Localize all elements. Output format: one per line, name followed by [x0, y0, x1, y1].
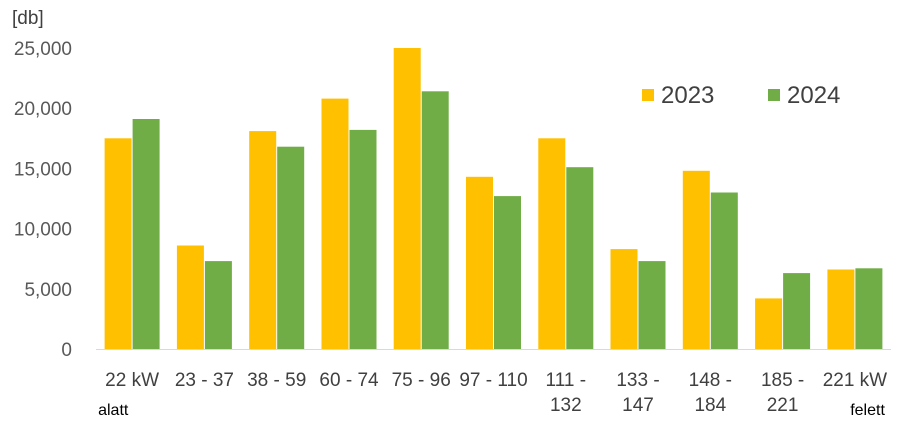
x-category-label-line2: felett — [850, 402, 885, 419]
x-category-label: 22 kW — [105, 370, 159, 391]
x-category-label: 38 - 59 — [247, 370, 306, 391]
y-tick-label: 15,000 — [14, 159, 72, 180]
bar-2024 — [566, 167, 594, 349]
y-tick-label: 10,000 — [14, 220, 72, 241]
bar-2023 — [466, 176, 493, 349]
x-category-label: 133 - — [616, 370, 659, 391]
x-category-label: 60 - 74 — [319, 370, 379, 391]
bar-2023 — [827, 269, 855, 349]
bar-2023 — [538, 138, 566, 349]
bar-2024 — [132, 119, 160, 349]
y-tick-label: 20,000 — [14, 99, 72, 120]
bar-2024 — [421, 91, 449, 350]
legend-swatch — [768, 89, 780, 101]
bar-2024 — [855, 268, 883, 349]
bar-2024 — [349, 129, 377, 349]
bar-2023 — [249, 131, 277, 349]
x-category-label: 75 - 96 — [392, 370, 451, 391]
bar-2024 — [494, 196, 521, 349]
legend-swatch — [642, 89, 654, 101]
x-category-label-line2: 221 — [767, 395, 799, 416]
bar-2024 — [783, 273, 811, 349]
x-category-label-line2: alatt — [98, 402, 129, 419]
bar-2023 — [755, 298, 783, 349]
x-category-label-line2: 132 — [550, 395, 582, 416]
bars — [104, 48, 883, 350]
y-tick-label: 5,000 — [24, 280, 72, 301]
y-unit-label: [db] — [12, 8, 44, 29]
bar-2023 — [393, 48, 421, 349]
x-category-label: 97 - 110 — [459, 370, 527, 391]
x-axis-labels: 22 kW alatt 23 - 37 38 - 59 60 - 74 75 - 96 97… — [98, 370, 887, 419]
bar-2023 — [610, 249, 638, 349]
x-category-label: 148 - — [689, 370, 732, 391]
x-category-label: 185 - — [761, 370, 804, 391]
bar-2024 — [277, 146, 305, 349]
y-axis-ticks: 0 5,000 10,000 15,000 20,000 25,000 — [14, 39, 72, 361]
bar-2024 — [204, 261, 232, 349]
y-tick-label: 25,000 — [14, 39, 72, 60]
bar-2023 — [104, 138, 132, 349]
bar-2023 — [176, 245, 204, 349]
bar-2023 — [321, 98, 349, 349]
y-tick-label: 0 — [61, 340, 72, 361]
x-category-label: 111 - — [546, 370, 587, 391]
bar-2024 — [638, 261, 666, 349]
x-category-label-line2: 147 — [622, 395, 654, 416]
x-category-label: 221 kW — [823, 370, 887, 391]
bar-2023 — [682, 170, 710, 349]
legend: 2023 2024 — [642, 82, 840, 109]
legend-label: 2024 — [787, 82, 840, 109]
x-category-label: 23 - 37 — [175, 370, 234, 391]
bar-2024 — [710, 192, 738, 349]
legend-label: 2023 — [661, 82, 714, 109]
x-category-label-line2: 184 — [694, 395, 726, 416]
